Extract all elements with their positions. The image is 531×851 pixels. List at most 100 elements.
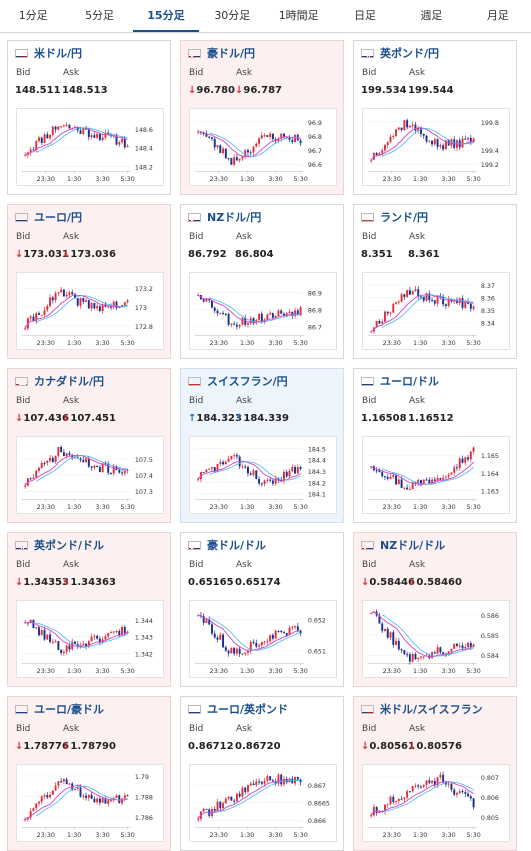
mini-chart[interactable]: 0.586 0.585 0.584 23:30 1:30 3:30 5:30	[362, 600, 510, 678]
pair-name[interactable]: 英ポンド/ドル	[34, 539, 105, 552]
candle-body	[57, 292, 60, 294]
ask-label: Ask	[409, 724, 426, 734]
candle-body	[436, 777, 439, 786]
mini-chart[interactable]: 107.5 107.4 107.3 23:30 1:30 3:30 5:30	[16, 436, 164, 514]
candle-body	[258, 313, 261, 320]
candle-body	[283, 313, 285, 316]
pair-header[interactable]: ユーロ/英ポンド	[188, 702, 288, 716]
pair-header[interactable]: 英ポンド/ドル	[15, 538, 104, 552]
candle-body	[205, 298, 208, 302]
pair-header[interactable]: ユーロ/円	[15, 210, 82, 224]
tab-2[interactable]: 15分足	[132, 0, 200, 32]
tab-4[interactable]: 1時間足	[278, 9, 319, 22]
candle-body	[24, 485, 27, 487]
rate-card[interactable]: スイスフラン/円 Bid Ask ↑184.323 ↑184.339 184.5 184.4…	[180, 368, 344, 523]
pair-header[interactable]: NZドル/ドル	[361, 538, 445, 552]
rate-card[interactable]: ユーロ/円 Bid Ask ↓173.031 ↓173.036 173.2 173 172.8…	[7, 204, 171, 359]
mini-chart[interactable]: 86.9 86.8 86.7 23:30 1:30 3:30 5:30	[189, 272, 337, 350]
tab-7[interactable]: 月足	[486, 9, 509, 22]
mini-chart[interactable]: 173.2 173 172.8 23:30 1:30 3:30 5:30	[16, 272, 164, 350]
pair-name[interactable]: 米ドル/スイスフラン	[380, 703, 483, 716]
tab-5[interactable]: 日足	[354, 9, 377, 22]
rate-card[interactable]: NZドル/ドル Bid Ask ↓0.58446 ↓0.58460 0.586 0.585 0…	[353, 532, 517, 687]
bid-label: Bid	[16, 724, 31, 734]
pair-header[interactable]: NZドル/円	[188, 210, 261, 224]
pair-header[interactable]: 豪ドル/ドル	[188, 538, 266, 552]
candle-body	[222, 803, 225, 809]
mini-chart[interactable]: 1.79 1.788 1.786 23:30 1:30 3:30 5:30	[16, 764, 164, 842]
mini-chart[interactable]: 0.807 0.806 0.805 23:30 1:30 3:30 5:30	[362, 764, 510, 842]
pair-header[interactable]: 豪ドル/円	[188, 46, 255, 60]
rate-card[interactable]: 英ポンド/円 Bid Ask 199.534 199.544 199.8 199.4 199.…	[353, 40, 517, 195]
tab-1[interactable]: 5分足	[85, 9, 115, 22]
candle-body	[277, 630, 280, 632]
pair-name[interactable]: NZドル/円	[207, 211, 262, 224]
pair-header[interactable]: ユーロ/ドル	[361, 374, 439, 388]
pair-name[interactable]: 英ポンド/円	[380, 47, 440, 60]
x-tick-label: 1:30	[67, 504, 81, 511]
pair-header[interactable]: 米ドル/円	[15, 46, 82, 60]
candle-body	[93, 465, 96, 468]
pair-name[interactable]: ランド/円	[380, 211, 429, 224]
mini-chart[interactable]: 1.344 1.343 1.342 23:30 1:30 3:30 5:30	[16, 600, 164, 678]
rate-card[interactable]: ユーロ/英ポンド Bid Ask 0.86712 0.86720 0.867 0.8665 0…	[180, 696, 344, 851]
pair-name[interactable]: NZドル/ドル	[380, 539, 446, 552]
pair-name[interactable]: ユーロ/ドル	[380, 375, 440, 388]
pair-header[interactable]: カナダドル/円	[15, 374, 104, 388]
candle-body	[392, 303, 395, 313]
rate-card[interactable]: 豪ドル/ドル Bid Ask 0.65165 0.65174 0.652 0.651 23:3…	[180, 532, 344, 687]
mini-chart[interactable]: 199.8 199.4 199.2 23:30 1:30 3:30 5:30	[362, 108, 510, 186]
rate-card[interactable]: カナダドル/円 Bid Ask ↓107.436 ↓107.451 107.5 107.4 1…	[7, 368, 171, 523]
rate-card[interactable]: NZドル/円 Bid Ask 86.792 86.804 86.9 86.8 86.7 23:3…	[180, 204, 344, 359]
pair-name[interactable]: ユーロ/円	[34, 211, 83, 224]
tab-3[interactable]: 30分足	[214, 9, 251, 22]
pair-name[interactable]: ユーロ/英ポンド	[207, 703, 289, 716]
pair-name[interactable]: ユーロ/豪ドル	[34, 703, 105, 716]
pair-name[interactable]: カナダドル/円	[34, 375, 105, 388]
x-tick-label: 23:30	[383, 176, 401, 183]
pair-header[interactable]: スイスフラン/円	[188, 374, 288, 388]
candle-body	[420, 656, 422, 658]
rate-card[interactable]: 英ポンド/ドル Bid Ask ↓1.34353 ↓1.34363 1.344 1.343 1…	[7, 532, 171, 687]
mini-chart[interactable]: 148.6 148.4 148.2 23:30 1:30 3:30 5:30	[16, 108, 164, 186]
rate-card[interactable]: ユーロ/ドル Bid Ask 1.16508 1.16512 1.165 1.164 1.16…	[353, 368, 517, 523]
pair-header[interactable]: 英ポンド/円	[361, 46, 439, 60]
candle-body	[216, 145, 219, 148]
candle-body	[205, 469, 208, 473]
bid-value: 0.65165	[188, 577, 234, 588]
candle-body	[96, 133, 99, 138]
pair-name[interactable]: 豪ドル/円	[207, 47, 256, 60]
mini-chart[interactable]: 0.867 0.8665 0.866 23:30 1:30 3:30 5:30	[189, 764, 337, 842]
candle-body	[464, 301, 467, 308]
mini-chart[interactable]: 184.5 184.4 184.3 184.2 184.1 23:30 1:30 3:30 5:…	[189, 436, 337, 514]
tab-0[interactable]: 1分足	[18, 9, 48, 22]
mini-chart[interactable]: 8.37 8.36 8.35 8.34 23:30 1:30 3:30 5:30	[362, 272, 510, 350]
candle-body	[216, 464, 219, 472]
mini-chart[interactable]: 0.652 0.651 23:30 1:30 3:30 5:30	[189, 600, 337, 678]
candle-body	[74, 789, 76, 791]
candle-body	[285, 471, 288, 477]
mini-chart[interactable]: 1.165 1.164 1.163 23:30 1:30 3:30 5:30	[362, 436, 510, 514]
rate-card[interactable]: ランド/円 Bid Ask 8.351 8.361 8.37 8.36 8.35 8.34 23:…	[353, 204, 517, 359]
candle-body	[469, 451, 472, 460]
rate-card[interactable]: ユーロ/豪ドル Bid Ask ↓1.78776 ↓1.78790 1.79 1.788 1.…	[7, 696, 171, 851]
pair-header[interactable]: 米ドル/スイスフラン	[361, 702, 483, 716]
candle-body	[283, 471, 285, 482]
ask-label: Ask	[236, 68, 253, 78]
pair-name[interactable]: スイスフラン/円	[207, 375, 288, 388]
candle-body	[98, 467, 101, 473]
candle-body	[384, 628, 386, 631]
pair-header[interactable]: ランド/円	[361, 210, 428, 224]
rate-card[interactable]: 米ドル/円 Bid Ask 148.511 148.513 148.6 148.4 148.2…	[7, 40, 171, 195]
tab-6[interactable]: 週足	[420, 9, 443, 22]
candle-body	[216, 637, 219, 640]
rate-card[interactable]: 豪ドル/円 Bid Ask ↓96.780 ↓96.787 96.9 96.8 96.7 96.…	[180, 40, 344, 195]
moving-average-line-short	[382, 128, 474, 157]
candle-body	[90, 794, 93, 799]
x-tick-label: 1:30	[240, 504, 254, 511]
pair-name[interactable]: 米ドル/円	[34, 47, 83, 60]
mini-chart[interactable]: 96.9 96.8 96.7 96.6 23:30 1:30 3:30 5:30	[189, 108, 337, 186]
pair-header[interactable]: ユーロ/豪ドル	[15, 702, 104, 716]
rate-card[interactable]: 米ドル/スイスフラン Bid Ask ↓0.80561 ↓0.80576 0.807 0.8…	[353, 696, 517, 851]
pair-name[interactable]: 豪ドル/ドル	[207, 539, 267, 552]
